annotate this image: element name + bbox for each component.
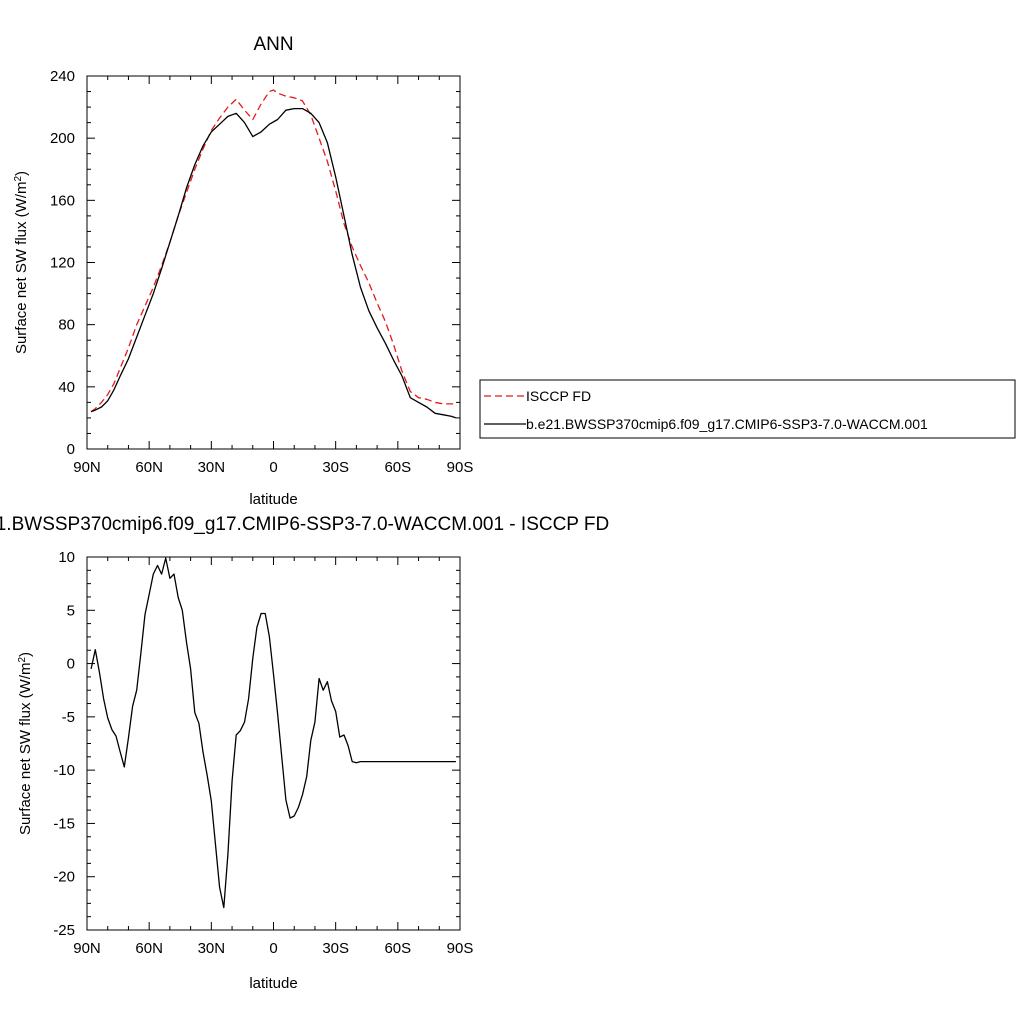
legend-label-model: b.e21.BWSSP370cmip6.f09_g17.CMIP6-SSP3-7… xyxy=(526,416,928,432)
x-tick-label: 60N xyxy=(135,940,163,957)
bottom-title: b.e21.BWSSP370cmip6.f09_g17.CMIP6-SSP3-7… xyxy=(0,514,609,535)
y-tick-label: -10 xyxy=(53,762,75,779)
x-tick-label: 30S xyxy=(322,459,349,476)
y-tick-label: -15 xyxy=(53,815,75,832)
legend-label-isccp: ISCCP FD xyxy=(526,388,591,404)
x-tick-label: 60S xyxy=(384,459,411,476)
x-tick-label: 90S xyxy=(447,940,474,957)
top-xlabel: latitude xyxy=(249,491,297,508)
series-line-model xyxy=(90,107,457,419)
x-tick-label: 90S xyxy=(447,459,474,476)
top-ylabel: Surface net SW flux (W/m2) xyxy=(13,171,31,354)
y-tick-label: 120 xyxy=(50,255,75,272)
legend-frame xyxy=(479,379,1016,439)
bottom-ylabel: Surface net SW flux (W/m2) xyxy=(17,652,35,835)
bottom-plot-frame xyxy=(86,556,461,931)
y-tick-label: 10 xyxy=(58,549,75,566)
top-panel: ANN 90N 60N 30N 0 30S 60S 90S 0 40 80 120 160 200 240… xyxy=(13,34,474,508)
bottom-panel: b.e21.BWSSP370cmip6.f09_g17.CMIP6-SSP3-7… xyxy=(0,514,609,992)
y-tick-label: 5 xyxy=(67,602,75,619)
x-tick-label: 0 xyxy=(269,940,277,957)
series-line-isccp xyxy=(90,89,456,413)
y-tick-label: 240 xyxy=(50,68,75,85)
top-title: ANN xyxy=(253,34,293,55)
x-tick-label: 90N xyxy=(73,459,101,476)
x-tick-label: 30S xyxy=(322,940,349,957)
x-tick-label: 60S xyxy=(384,940,411,957)
top-plot-frame xyxy=(86,75,461,450)
x-tick-label: 30N xyxy=(198,940,226,957)
y-tick-label: 80 xyxy=(58,317,75,334)
y-tick-label: 200 xyxy=(50,130,75,147)
legend: ISCCP FD b.e21.BWSSP370cmip6.f09_g17.CMI… xyxy=(479,379,1016,439)
y-tick-label: 0 xyxy=(67,441,75,458)
y-tick-label: -20 xyxy=(53,869,75,886)
series-line-difference xyxy=(90,557,456,909)
x-tick-label: 30N xyxy=(198,459,226,476)
x-tick-label: 60N xyxy=(135,459,163,476)
y-tick-label: 0 xyxy=(67,656,75,673)
y-tick-label: 160 xyxy=(50,192,75,209)
x-tick-label: 90N xyxy=(73,940,101,957)
x-tick-label: 0 xyxy=(269,459,277,476)
y-tick-label: -25 xyxy=(53,922,75,939)
y-tick-label: -5 xyxy=(62,709,75,726)
bottom-xlabel: latitude xyxy=(249,975,297,992)
y-tick-label: 40 xyxy=(58,379,75,396)
